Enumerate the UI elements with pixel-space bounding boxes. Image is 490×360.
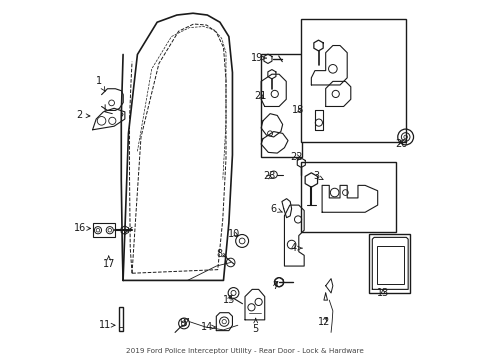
Text: 23: 23	[263, 171, 275, 181]
Bar	[93, 223, 115, 237]
Text: 22: 22	[291, 152, 303, 162]
Text: 21: 21	[254, 91, 267, 101]
Text: 2: 2	[76, 111, 90, 121]
Text: 16: 16	[74, 224, 91, 233]
Text: 7: 7	[272, 281, 279, 291]
Text: 5: 5	[253, 318, 259, 334]
Text: 10: 10	[228, 229, 241, 239]
Text: 20: 20	[395, 139, 407, 149]
Bar	[377, 246, 404, 284]
Text: 12: 12	[318, 317, 330, 327]
Text: 17: 17	[102, 256, 115, 269]
Text: 13: 13	[377, 288, 389, 298]
Bar	[300, 19, 406, 142]
Bar	[261, 54, 302, 157]
Text: 2019 Ford Police Interceptor Utility - Rear Door - Lock & Hardware: 2019 Ford Police Interceptor Utility - R…	[126, 348, 364, 354]
Text: 14: 14	[201, 322, 216, 332]
Bar	[119, 307, 123, 330]
Text: 6: 6	[270, 204, 282, 214]
Text: 8: 8	[217, 248, 226, 258]
Bar	[300, 162, 395, 232]
Bar	[368, 234, 410, 293]
Text: 19: 19	[251, 53, 267, 63]
Text: 15: 15	[222, 295, 235, 305]
Text: 3: 3	[314, 171, 323, 181]
Text: 9: 9	[179, 319, 189, 328]
Text: 11: 11	[99, 320, 115, 330]
Text: 18: 18	[292, 105, 304, 115]
Text: 1: 1	[96, 76, 105, 91]
Text: 4: 4	[291, 243, 302, 253]
